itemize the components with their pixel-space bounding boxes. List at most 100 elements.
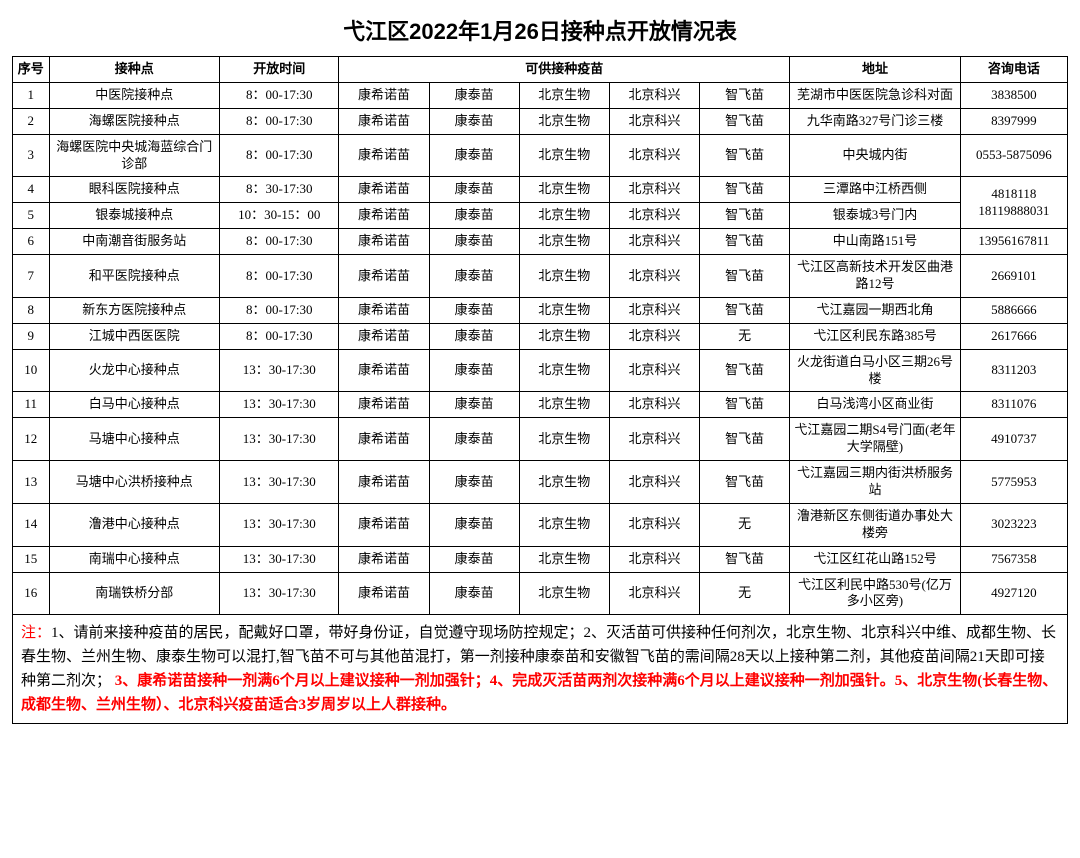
cell-seq: 14 [13,503,50,546]
cell-addr: 九华南路327号门诊三楼 [790,108,961,134]
cell-addr: 弋江区利民中路530号(亿万多小区旁) [790,572,961,615]
cell-name: 眼科医院接种点 [49,177,220,203]
cell-v2: 康泰苗 [429,177,519,203]
cell-v3: 北京生物 [519,503,609,546]
cell-seq: 11 [13,392,50,418]
cell-v5: 无 [700,323,790,349]
cell-time: 8：00-17:30 [220,134,339,177]
cell-name: 澛港中心接种点 [49,503,220,546]
cell-v1: 康希诺苗 [339,229,429,255]
cell-name: 海螺医院接种点 [49,108,220,134]
cell-v1: 康希诺苗 [339,323,429,349]
cell-time: 13：30-17:30 [220,461,339,504]
vaccination-table: 序号 接种点 开放时间 可供接种疫苗 地址 咨询电话 1中医院接种点8：00-1… [12,56,1068,615]
cell-time: 8：00-17:30 [220,229,339,255]
cell-v3: 北京生物 [519,572,609,615]
cell-v1: 康希诺苗 [339,82,429,108]
cell-v2: 康泰苗 [429,82,519,108]
table-row: 3海螺医院中央城海蓝综合门诊部8：00-17:30康希诺苗康泰苗北京生物北京科兴… [13,134,1068,177]
cell-tel: 4927120 [960,572,1067,615]
cell-v3: 北京生物 [519,177,609,203]
table-row: 5银泰城接种点10：30-15：00康希诺苗康泰苗北京生物北京科兴智飞苗银泰城3… [13,203,1068,229]
table-row: 4眼科医院接种点8：30-17:30康希诺苗康泰苗北京生物北京科兴智飞苗三潭路中… [13,177,1068,203]
cell-v4: 北京科兴 [609,546,699,572]
cell-v4: 北京科兴 [609,572,699,615]
cell-time: 13：30-17:30 [220,572,339,615]
cell-tel: 8311203 [960,349,1067,392]
cell-v2: 康泰苗 [429,323,519,349]
cell-v3: 北京生物 [519,461,609,504]
cell-seq: 6 [13,229,50,255]
cell-addr: 白马浅湾小区商业街 [790,392,961,418]
cell-seq: 5 [13,203,50,229]
cell-v5: 无 [700,503,790,546]
table-row: 9江城中西医医院8：00-17:30康希诺苗康泰苗北京生物北京科兴无弋江区利民东… [13,323,1068,349]
cell-addr: 芜湖市中医医院急诊科对面 [790,82,961,108]
cell-time: 13：30-17:30 [220,349,339,392]
cell-name: 火龙中心接种点 [49,349,220,392]
cell-time: 8：30-17:30 [220,177,339,203]
cell-v4: 北京科兴 [609,297,699,323]
cell-seq: 3 [13,134,50,177]
cell-v1: 康希诺苗 [339,572,429,615]
cell-v5: 智飞苗 [700,461,790,504]
cell-v4: 北京科兴 [609,203,699,229]
cell-seq: 8 [13,297,50,323]
cell-time: 13：30-17:30 [220,418,339,461]
cell-seq: 10 [13,349,50,392]
cell-seq: 13 [13,461,50,504]
cell-time: 13：30-17:30 [220,546,339,572]
cell-v5: 智飞苗 [700,392,790,418]
table-row: 10火龙中心接种点13：30-17:30康希诺苗康泰苗北京生物北京科兴智飞苗火龙… [13,349,1068,392]
cell-time: 13：30-17:30 [220,503,339,546]
cell-v2: 康泰苗 [429,392,519,418]
cell-v4: 北京科兴 [609,392,699,418]
cell-name: 中医院接种点 [49,82,220,108]
cell-seq: 1 [13,82,50,108]
cell-tel: 13956167811 [960,229,1067,255]
cell-time: 8：00-17:30 [220,323,339,349]
cell-tel: 8311076 [960,392,1067,418]
cell-tel: 2669101 [960,255,1067,298]
cell-v5: 智飞苗 [700,546,790,572]
cell-time: 10：30-15：00 [220,203,339,229]
cell-v5: 智飞苗 [700,177,790,203]
cell-v5: 智飞苗 [700,255,790,298]
cell-addr: 弋江嘉园一期西北角 [790,297,961,323]
cell-time: 13：30-17:30 [220,392,339,418]
cell-seq: 4 [13,177,50,203]
cell-v5: 智飞苗 [700,229,790,255]
cell-v2: 康泰苗 [429,546,519,572]
cell-seq: 15 [13,546,50,572]
cell-name: 南瑞中心接种点 [49,546,220,572]
cell-tel: 7567358 [960,546,1067,572]
cell-v5: 智飞苗 [700,203,790,229]
cell-v2: 康泰苗 [429,297,519,323]
cell-v1: 康希诺苗 [339,297,429,323]
cell-name: 马塘中心接种点 [49,418,220,461]
table-row: 12马塘中心接种点13：30-17:30康希诺苗康泰苗北京生物北京科兴智飞苗弋江… [13,418,1068,461]
cell-v2: 康泰苗 [429,134,519,177]
cell-v2: 康泰苗 [429,108,519,134]
cell-seq: 12 [13,418,50,461]
cell-v1: 康希诺苗 [339,546,429,572]
header-address: 地址 [790,57,961,83]
cell-tel: 3023223 [960,503,1067,546]
table-row: 16南瑞铁桥分部13：30-17:30康希诺苗康泰苗北京生物北京科兴无弋江区利民… [13,572,1068,615]
cell-tel: 4818118 18119888031 [960,177,1067,229]
table-row: 11白马中心接种点13：30-17:30康希诺苗康泰苗北京生物北京科兴智飞苗白马… [13,392,1068,418]
notes-label: 注： [21,625,51,641]
table-body: 1中医院接种点8：00-17:30康希诺苗康泰苗北京生物北京科兴智飞苗芜湖市中医… [13,82,1068,614]
cell-v3: 北京生物 [519,323,609,349]
cell-addr: 澛港新区东侧街道办事处大楼旁 [790,503,961,546]
cell-addr: 弋江嘉园三期内街洪桥服务站 [790,461,961,504]
cell-name: 和平医院接种点 [49,255,220,298]
cell-v3: 北京生物 [519,392,609,418]
cell-addr: 银泰城3号门内 [790,203,961,229]
cell-v4: 北京科兴 [609,134,699,177]
cell-seq: 16 [13,572,50,615]
cell-addr: 弋江区利民东路385号 [790,323,961,349]
cell-v4: 北京科兴 [609,418,699,461]
cell-v4: 北京科兴 [609,177,699,203]
cell-v3: 北京生物 [519,108,609,134]
